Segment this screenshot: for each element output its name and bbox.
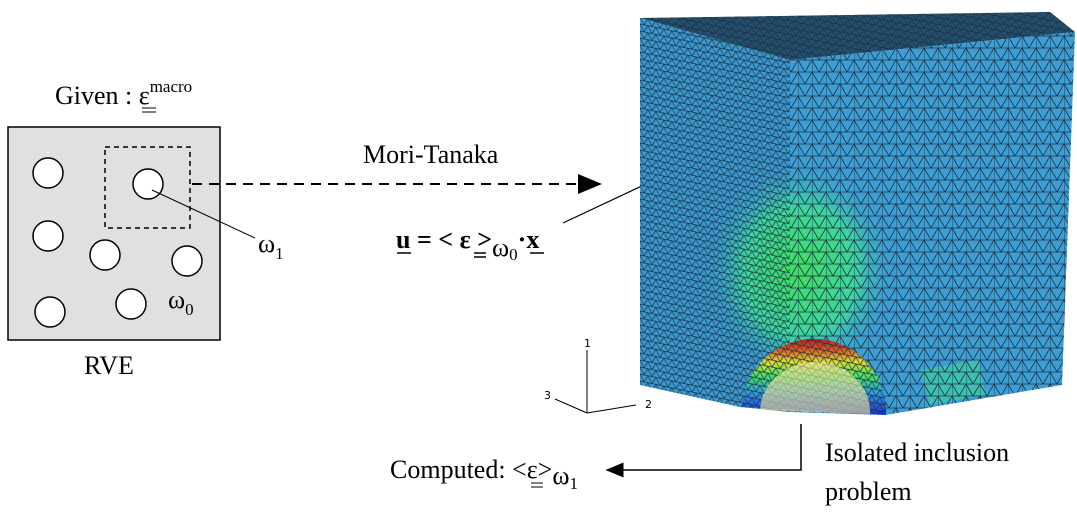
text-part: ε xyxy=(460,225,471,254)
problem-line: Isolated inclusion xyxy=(825,438,1009,467)
page: {"given": {"label": "Given :", "symbol":… xyxy=(0,0,1077,508)
text-part: macro xyxy=(150,77,192,96)
text-part: = < xyxy=(417,225,453,254)
arrow-label: Mori-Tanaka xyxy=(363,140,499,169)
axis-label: 3 xyxy=(544,389,551,402)
text-part: 0 xyxy=(509,245,518,264)
text-part: 1 xyxy=(569,474,578,493)
diagram: Given : εmacro ω1 ω0 RVE Mori-Tanaka u =… xyxy=(0,0,1077,508)
text-part: ω xyxy=(552,461,569,490)
text-part: ε xyxy=(527,455,538,484)
given-text: Given : εmacro xyxy=(55,77,192,110)
text-part: Given : xyxy=(55,81,132,110)
text-part: · xyxy=(518,225,527,254)
axes xyxy=(555,350,636,413)
text-part: Computed: < xyxy=(390,455,527,484)
text-part: 1 xyxy=(275,244,284,263)
mesh-cube xyxy=(640,12,1075,415)
axis-label: 1 xyxy=(584,337,591,350)
inclusion-label: ω1 xyxy=(258,229,284,263)
text-part: ω xyxy=(258,229,275,258)
problem-line: problem xyxy=(825,477,912,506)
computed-text: Computed: <ε>ω1 xyxy=(390,455,578,493)
text-part: x xyxy=(526,225,539,254)
text-part: ω xyxy=(168,285,185,314)
text-part: ω xyxy=(492,233,509,262)
text-part: > xyxy=(477,225,492,254)
text-part: > xyxy=(538,455,553,484)
text-part: 0 xyxy=(185,300,194,319)
result-arrow xyxy=(607,424,801,470)
text-part: ε xyxy=(139,81,150,110)
rve-label: RVE xyxy=(84,351,134,380)
axis-label: 2 xyxy=(645,398,652,411)
equation: u = < ε >ω0·x xyxy=(396,225,539,264)
text-part: u xyxy=(396,225,410,254)
